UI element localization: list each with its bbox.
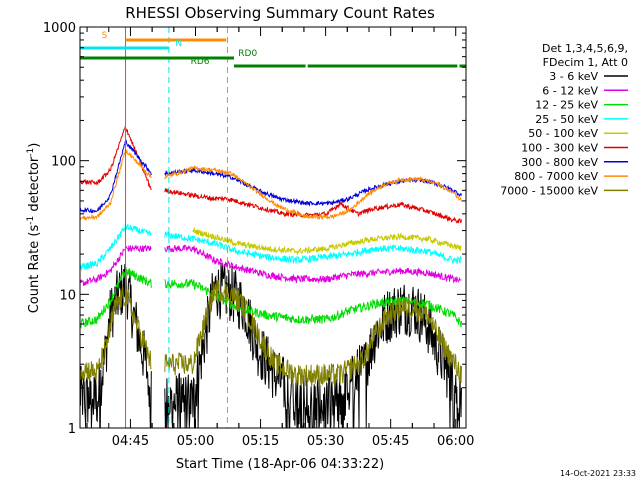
plot-frame (79, 26, 467, 429)
flag-rd0-label: RD0 (238, 49, 257, 59)
plot-area: S N RD0 RD6 1 10 100 1000 04:45 05:00 05:15 05:30 05… (43, 21, 475, 449)
flag-s-label: S (102, 31, 108, 41)
x-tick-label: 06:00 (437, 434, 474, 449)
legend-entry-label: 7000 - 15000 keV (500, 184, 598, 197)
footer-timestamp: 14-Oct-2021 23:33 (560, 469, 636, 478)
x-tick-label: 04:45 (112, 434, 149, 449)
y-tick-label: 1 (68, 422, 76, 437)
x-tick-label: 05:00 (177, 434, 214, 449)
legend: Det 1,3,4,5,6,9,FDecim 1, Att 03 - 6 keV… (500, 42, 628, 197)
legend-entry-label: 25 - 50 keV (535, 113, 598, 126)
series-50-100-keV-kev-line (192, 226, 462, 256)
chart-title: RHESSI Observing Summary Count Rates (125, 4, 435, 22)
series-6-12-keV-kev-line (80, 244, 462, 287)
legend-header-line: Det 1,3,4,5,6,9, (542, 42, 628, 55)
legend-entry-label: 800 - 7000 keV (514, 170, 598, 183)
x-tick-label: 05:45 (372, 434, 409, 449)
legend-entry-label: 3 - 6 keV (549, 70, 598, 83)
series-7000-15000-keV-kev-line (80, 280, 462, 387)
series-25-50-keV-kev-line (80, 223, 462, 272)
legend-header-line: FDecim 1, Att 0 (543, 56, 628, 69)
flag-n-label: N (175, 39, 182, 49)
series-3-6-keV-kev-line (80, 262, 462, 428)
y-tick-label: 100 (51, 155, 76, 170)
series-800-7000-keV-kev-line (80, 149, 462, 221)
legend-entry-label: 6 - 12 keV (542, 84, 598, 97)
flag-rd6-label: RD6 (191, 57, 210, 67)
x-tick-label: 05:15 (242, 434, 279, 449)
legend-entry-label: 12 - 25 keV (535, 99, 598, 112)
y-axis-label: Count Rate (s-1 detector-1) (26, 143, 42, 314)
legend-entry-label: 300 - 800 keV (521, 156, 598, 169)
y-tick-label: 1000 (43, 21, 76, 36)
y-tick-label: 10 (59, 288, 76, 303)
legend-entry-label: 50 - 100 keV (528, 127, 598, 140)
x-tick-label: 05:30 (307, 434, 344, 449)
x-axis-label: Start Time (18-Apr-06 04:33:22) (176, 457, 384, 472)
legend-entry-label: 100 - 300 keV (521, 142, 598, 155)
series-100-300-keV-kev-line (80, 126, 462, 224)
